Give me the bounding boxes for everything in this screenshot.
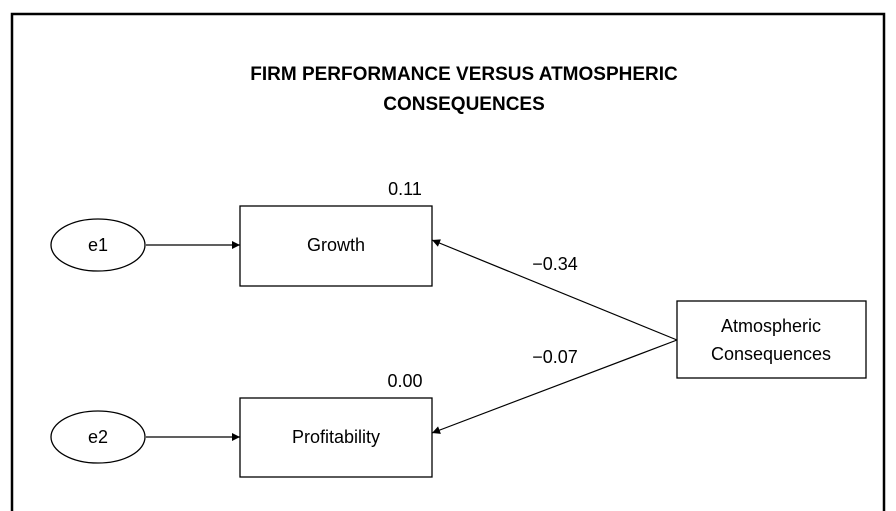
error-node: [50, 218, 146, 272]
node-label: Consequences: [711, 344, 831, 364]
variable-node: [676, 300, 867, 379]
frame: [10, 12, 886, 511]
node-label: Growth: [307, 235, 365, 255]
variable-node: [239, 397, 433, 478]
r-squared: 0.00: [387, 371, 422, 391]
title: CONSEQUENCES: [383, 94, 545, 115]
node-label: e1: [88, 235, 108, 255]
path-coefficient: −0.07: [532, 347, 578, 367]
path-coefficient: −0.34: [532, 254, 578, 274]
error-node: [50, 410, 146, 464]
arrow: [431, 239, 678, 341]
node-label: Atmospheric: [721, 316, 821, 336]
r-squared: 0.11: [388, 179, 422, 199]
node-label: Profitability: [292, 427, 380, 447]
node-label: e2: [88, 427, 108, 447]
arrow: [431, 339, 678, 434]
variable-node: [239, 205, 433, 287]
title: FIRM PERFORMANCE VERSUS ATMOSPHERIC: [250, 64, 678, 85]
